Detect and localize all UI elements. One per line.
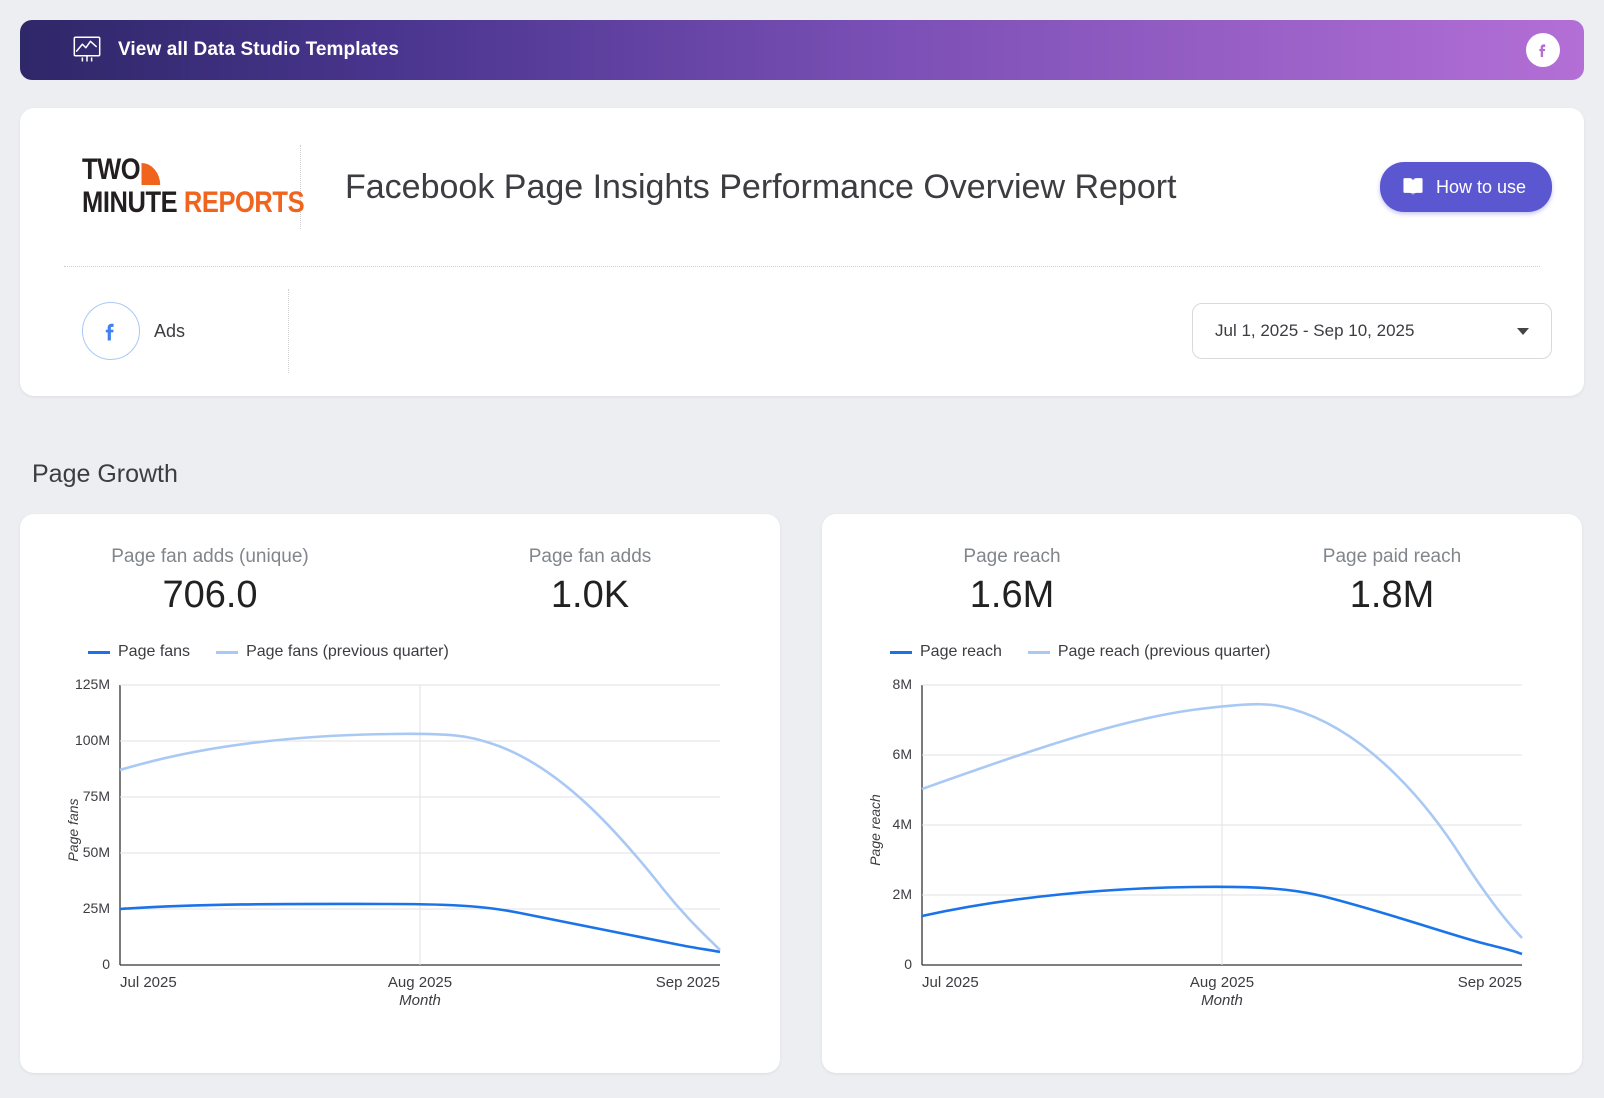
svg-text:0: 0 bbox=[102, 956, 110, 972]
svg-text:2M: 2M bbox=[893, 886, 912, 902]
svg-text:Sep 2025: Sep 2025 bbox=[656, 974, 720, 991]
svg-text:Sep 2025: Sep 2025 bbox=[1458, 974, 1522, 991]
svg-text:Page reach: Page reach bbox=[867, 794, 883, 866]
svg-text:Jul 2025: Jul 2025 bbox=[120, 974, 177, 991]
svg-text:25M: 25M bbox=[83, 900, 110, 916]
svg-text:0: 0 bbox=[904, 956, 912, 972]
svg-text:Month: Month bbox=[1201, 992, 1243, 1005]
svg-text:125M: 125M bbox=[75, 676, 110, 692]
svg-text:Month: Month bbox=[399, 992, 441, 1005]
svg-text:4M: 4M bbox=[893, 816, 912, 832]
svg-text:50M: 50M bbox=[83, 844, 110, 860]
svg-text:8M: 8M bbox=[893, 676, 912, 692]
svg-text:75M: 75M bbox=[83, 788, 110, 804]
svg-text:Aug 2025: Aug 2025 bbox=[1190, 974, 1254, 991]
svg-text:Page fans: Page fans bbox=[65, 798, 81, 861]
svg-text:Aug 2025: Aug 2025 bbox=[388, 974, 452, 991]
svg-text:6M: 6M bbox=[893, 746, 912, 762]
svg-text:Jul 2025: Jul 2025 bbox=[922, 974, 979, 991]
svg-text:100M: 100M bbox=[75, 732, 110, 748]
